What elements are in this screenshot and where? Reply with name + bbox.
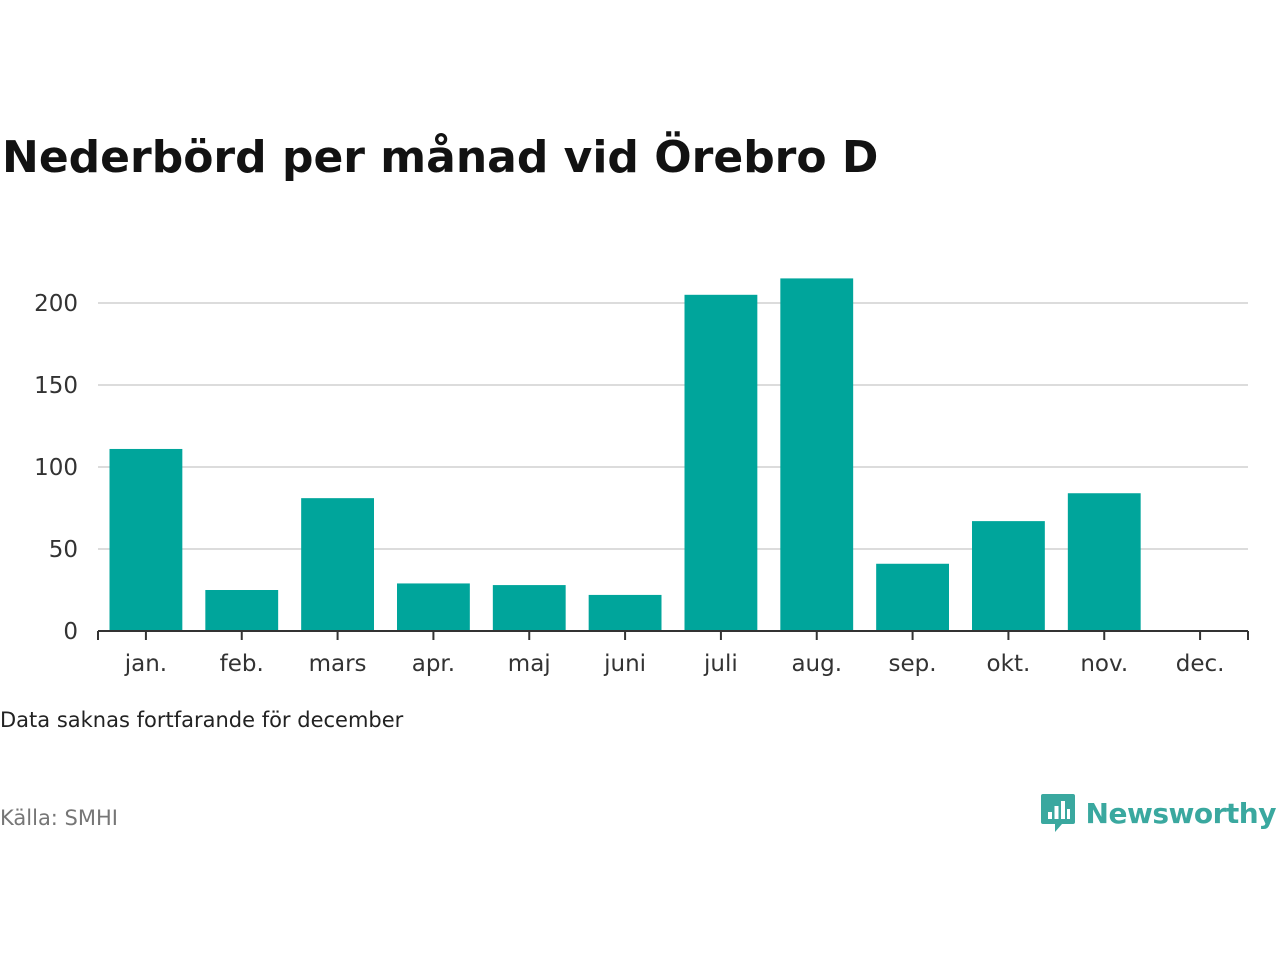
- bar-mars: [301, 498, 374, 631]
- bar-maj: [492, 585, 566, 631]
- x-tick-label: aug.: [791, 651, 842, 677]
- bar-aug: [780, 278, 854, 631]
- bar-chart: 0 50 100 150 200 jan. feb. mars apr. maj juni juli…: [34, 278, 1249, 677]
- newsworthy-logo: Newsworthy: [1040, 792, 1277, 834]
- y-tick-label: 0: [63, 619, 78, 645]
- logo-text: Newsworthy: [1085, 796, 1277, 830]
- x-tick-label: feb.: [220, 651, 264, 677]
- x-tick-labels: jan. feb. mars apr. maj juni juli aug. sep. okt. n…: [124, 651, 1225, 677]
- y-tick-labels: 0 50 100 150 200: [34, 291, 78, 645]
- gridlines: [98, 302, 1248, 550]
- bar-nov: [1067, 493, 1141, 631]
- bar-feb: [205, 590, 279, 631]
- x-tick-label: jan.: [124, 651, 167, 677]
- y-tick-label: 200: [34, 291, 78, 317]
- source-label: Källa: SMHI: [0, 806, 118, 830]
- x-tick-label: okt.: [987, 651, 1031, 677]
- x-axis: [97, 630, 1249, 640]
- bar-apr: [397, 583, 470, 631]
- y-tick-label: 100: [34, 455, 78, 481]
- chart-title: Nederbörd per månad vid Örebro D: [2, 132, 879, 183]
- bar-sep: [876, 563, 949, 631]
- x-tick-label: maj: [508, 651, 551, 677]
- bar-jan: [109, 448, 183, 631]
- x-tick-label: juni: [603, 651, 646, 677]
- x-tick-label: juli: [703, 651, 738, 677]
- y-tick-label: 150: [34, 373, 78, 399]
- x-tick-label: apr.: [412, 651, 455, 677]
- footnote: Data saknas fortfarande för december: [0, 708, 404, 732]
- x-tick-label: mars: [309, 651, 367, 677]
- x-tick-label: dec.: [1176, 651, 1225, 677]
- bars: [109, 278, 1141, 631]
- y-tick-label: 50: [49, 537, 78, 563]
- bar-okt: [972, 521, 1045, 631]
- bar-juli: [684, 294, 758, 631]
- x-tick-label: nov.: [1080, 651, 1128, 677]
- bar-juni: [588, 594, 662, 631]
- x-tick-label: sep.: [889, 651, 937, 677]
- chart-bubble-icon: [1040, 794, 1075, 832]
